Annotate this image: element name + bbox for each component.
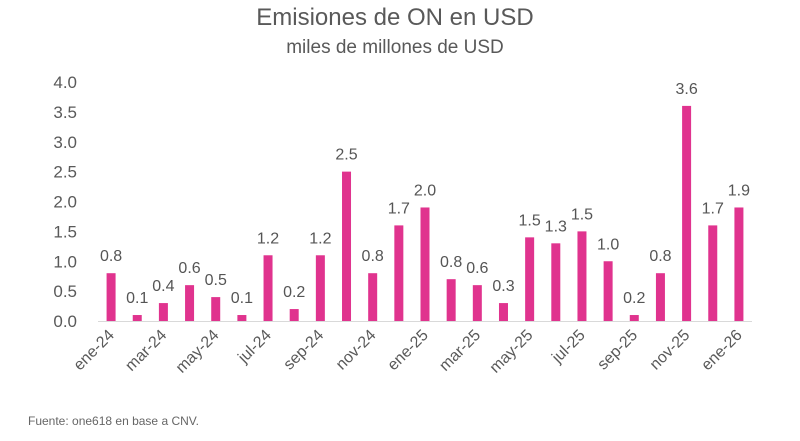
x-tick-label: ene-25 bbox=[385, 327, 432, 374]
data-label: 2.0 bbox=[414, 182, 436, 199]
bar-nov-25 bbox=[682, 105, 692, 322]
bar-ago-24 bbox=[289, 309, 299, 321]
data-label: 3.6 bbox=[675, 81, 697, 98]
x-tick-label: may-25 bbox=[487, 327, 537, 377]
bar-mar-25 bbox=[472, 285, 482, 321]
data-label: 1.2 bbox=[257, 230, 279, 247]
data-label: 0.2 bbox=[283, 284, 305, 301]
x-tick-label: ene-26 bbox=[698, 327, 745, 374]
x-tick-label: jul-25 bbox=[548, 327, 588, 367]
x-axis: ene-24 mar-24 may-24 jul-24 sep-24 nov-24 ene-… bbox=[71, 321, 752, 377]
data-label: 1.3 bbox=[545, 218, 567, 235]
bar-abr-25 bbox=[498, 303, 508, 321]
chart-title: Emisiones de ON en USD bbox=[256, 4, 534, 31]
data-label: 1.0 bbox=[597, 236, 619, 253]
y-tick-label: 0.5 bbox=[53, 282, 77, 301]
bar-jul-24 bbox=[263, 255, 273, 321]
y-tick-label: 1.0 bbox=[53, 252, 77, 271]
y-tick-label: 3.5 bbox=[53, 103, 77, 122]
bar-may-24 bbox=[211, 297, 221, 321]
bar-feb-25 bbox=[446, 279, 456, 321]
x-tick-label: jul-24 bbox=[234, 327, 274, 367]
source-note: Fuente: one618 en base a CNV. bbox=[28, 414, 200, 428]
y-tick-label: 1.5 bbox=[53, 222, 77, 241]
x-tick-label: nov-24 bbox=[333, 327, 380, 374]
bar-abr-24 bbox=[185, 285, 195, 321]
x-tick-label: ene-24 bbox=[71, 327, 118, 374]
x-tick-label: may-24 bbox=[173, 327, 223, 377]
bar-dic-25 bbox=[708, 225, 718, 321]
data-label: 1.5 bbox=[519, 212, 541, 229]
x-tick-label: sep-24 bbox=[281, 327, 328, 374]
bar-ene-25 bbox=[420, 207, 430, 321]
bar-sep-24 bbox=[315, 255, 325, 321]
y-tick-label: 2.5 bbox=[53, 163, 77, 182]
bar-jun-24 bbox=[237, 315, 247, 321]
y-tick-label: 4.0 bbox=[53, 73, 77, 92]
data-label: 0.8 bbox=[100, 248, 122, 265]
x-tick-label: mar-24 bbox=[122, 327, 170, 375]
data-label: 0.8 bbox=[649, 248, 671, 265]
data-label: 1.9 bbox=[728, 182, 750, 199]
x-tick-label: sep-25 bbox=[594, 327, 641, 374]
bar-oct-24 bbox=[342, 171, 352, 321]
bar-feb-24 bbox=[132, 315, 142, 321]
x-tick-label: nov-25 bbox=[647, 327, 694, 374]
bar-may-25 bbox=[525, 237, 535, 321]
y-tick-label: 3.0 bbox=[53, 133, 77, 152]
data-labels: 0.80.10.40.60.50.11.20.21.22.50.81.72.00… bbox=[100, 81, 750, 307]
bar-ene-26 bbox=[734, 207, 744, 321]
data-label: 2.5 bbox=[335, 147, 357, 164]
data-label: 1.5 bbox=[571, 206, 593, 223]
y-axis: 0.0 0.5 1.0 1.5 2.0 2.5 3.0 3.5 4.0 bbox=[53, 73, 77, 331]
data-label: 1.7 bbox=[702, 200, 724, 217]
x-tick-label: mar-25 bbox=[436, 327, 484, 375]
data-label: 0.5 bbox=[205, 272, 227, 289]
bar-oct-25 bbox=[655, 273, 665, 321]
data-label: 0.3 bbox=[492, 278, 514, 295]
data-label: 0.8 bbox=[440, 254, 462, 271]
bar-mar-24 bbox=[158, 303, 168, 321]
y-tick-label: 2.0 bbox=[53, 193, 77, 212]
data-label: 1.2 bbox=[309, 230, 331, 247]
y-tick-label: 0.0 bbox=[53, 312, 77, 331]
bar-jun-25 bbox=[551, 243, 561, 321]
bar-series bbox=[106, 105, 744, 322]
bar-sep-25 bbox=[629, 315, 639, 321]
data-label: 0.2 bbox=[623, 290, 645, 307]
data-label: 0.1 bbox=[126, 290, 148, 307]
bar-nov-24 bbox=[368, 273, 378, 321]
data-label: 1.7 bbox=[388, 200, 410, 217]
bar-jul-25 bbox=[577, 231, 587, 321]
bar-ene-24 bbox=[106, 273, 116, 321]
bar-ago-25 bbox=[603, 261, 613, 321]
data-label: 0.8 bbox=[362, 248, 384, 265]
data-label: 0.4 bbox=[152, 278, 174, 295]
data-label: 0.6 bbox=[466, 260, 488, 277]
data-label: 0.1 bbox=[231, 290, 253, 307]
bar-dic-24 bbox=[394, 225, 404, 321]
data-label: 0.6 bbox=[178, 260, 200, 277]
chart-subtitle: miles de millones de USD bbox=[286, 37, 504, 58]
